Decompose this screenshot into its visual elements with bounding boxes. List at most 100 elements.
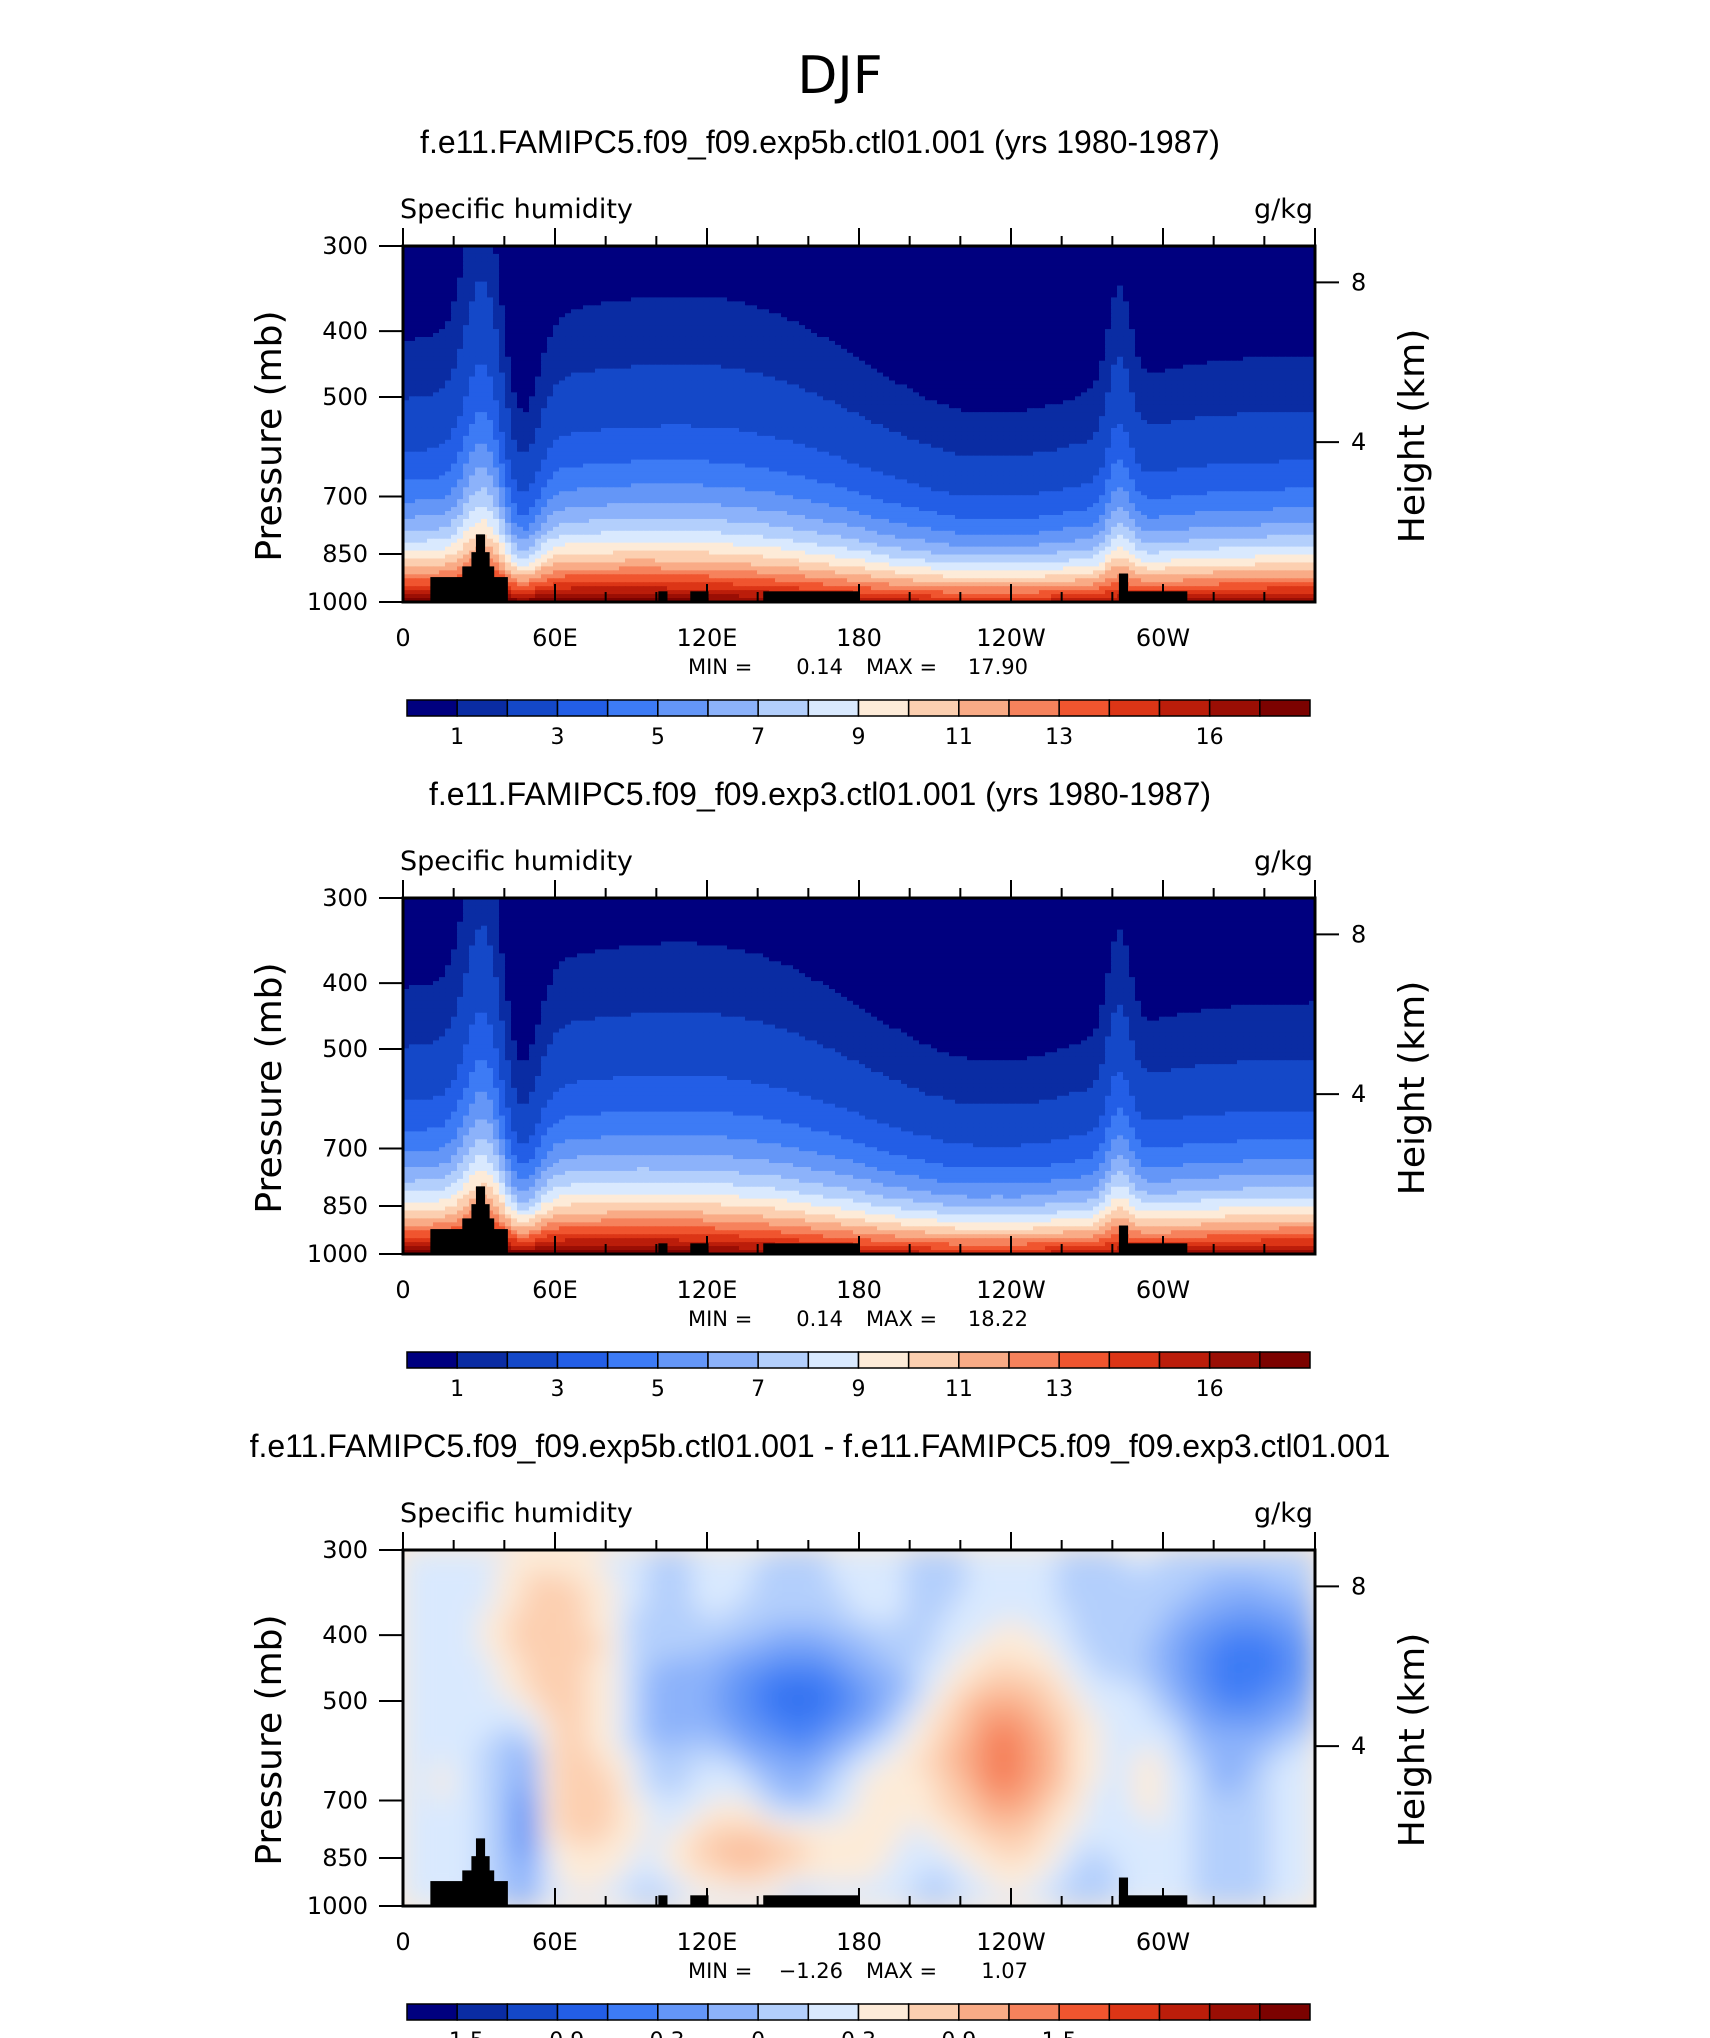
colorbar-swatch bbox=[556, 699, 609, 717]
colorbar-swatch bbox=[406, 699, 458, 717]
terrain-mask bbox=[430, 1186, 1188, 1254]
colorbar-label: 7 bbox=[751, 725, 765, 750]
colorbar-swatch bbox=[907, 1351, 960, 1369]
colorbar-swatch bbox=[1058, 2003, 1111, 2021]
y-tick-label: 1000 bbox=[307, 588, 368, 616]
max-label: MAX = bbox=[866, 655, 937, 679]
units-label: g/kg bbox=[1254, 194, 1313, 225]
y-tick-label: 300 bbox=[322, 1536, 368, 1564]
page-title: DJF bbox=[797, 46, 882, 106]
colorbar-swatch bbox=[606, 1351, 659, 1369]
y-tick-label: 400 bbox=[322, 317, 368, 345]
colorbar-swatch bbox=[1008, 1351, 1060, 1369]
colorbar-swatch bbox=[857, 2003, 910, 2021]
units-label: g/kg bbox=[1254, 846, 1313, 877]
colorbar-swatch bbox=[556, 2003, 609, 2021]
x-tick-label: 60E bbox=[532, 1276, 578, 1304]
colorbar-swatch bbox=[807, 2003, 860, 2021]
max-value: 1.07 bbox=[981, 1959, 1028, 1983]
min-max-stats: MIN = 0.14 MAX = 17.90 bbox=[688, 655, 1028, 679]
y-tick-label: 700 bbox=[322, 1135, 368, 1163]
colorbar-swatch bbox=[857, 699, 910, 717]
colorbar-swatch bbox=[506, 1351, 559, 1369]
colorbar-swatch bbox=[757, 2003, 810, 2021]
y-axis: 300 400 500 700 850 1000 Pressure (mb) bbox=[249, 1536, 403, 1920]
max-label: MAX = bbox=[866, 1959, 937, 1983]
y-tick-label: 400 bbox=[322, 969, 368, 997]
y-tick-label: 1000 bbox=[307, 1892, 368, 1920]
colorbar: 1 3 5 7 9 11 13 16 bbox=[406, 699, 1311, 750]
max-value: 18.22 bbox=[968, 1307, 1028, 1331]
colorbar-swatch bbox=[406, 1351, 458, 1369]
y-tick-label: 850 bbox=[322, 1192, 368, 1220]
colorbar-swatch bbox=[707, 699, 759, 717]
y2-axis: 8 4 Height (km) bbox=[1315, 920, 1433, 1195]
y2-tick-label: 4 bbox=[1351, 428, 1366, 456]
colorbar-swatch bbox=[1208, 699, 1261, 717]
min-label: MIN = bbox=[688, 1307, 752, 1331]
terrain-mask bbox=[430, 534, 1188, 602]
colorbar-swatch bbox=[657, 2003, 709, 2021]
colorbar-label: 3 bbox=[551, 1377, 565, 1402]
x-tick-label: 0 bbox=[395, 1928, 410, 1956]
colorbar-swatch bbox=[506, 2003, 559, 2021]
y-tick-label: 850 bbox=[322, 1844, 368, 1872]
colorbar-swatch bbox=[456, 699, 509, 717]
variable-label: Specific humidity bbox=[400, 194, 633, 225]
colorbar-label: 1 bbox=[450, 725, 464, 750]
colorbar-label: −0.9 bbox=[531, 2029, 584, 2038]
colorbar-swatch bbox=[406, 2003, 458, 2021]
terrain-mask bbox=[430, 1838, 1188, 1906]
x-tick-label: 0 bbox=[395, 1276, 410, 1304]
colorbar-swatch bbox=[1108, 1351, 1161, 1369]
colorbar-label: 3 bbox=[551, 725, 565, 750]
variable-label: Specific humidity bbox=[400, 1498, 633, 1529]
variable-label: Specific humidity bbox=[400, 846, 633, 877]
y-axis-title: Pressure (mb) bbox=[249, 1614, 290, 1865]
min-label: MIN = bbox=[688, 655, 752, 679]
y2-axis-title: Height (km) bbox=[1392, 981, 1433, 1195]
colorbar-swatch bbox=[958, 2003, 1010, 2021]
colorbar-swatch bbox=[907, 699, 960, 717]
y-tick-label: 850 bbox=[322, 540, 368, 568]
y-tick-label: 400 bbox=[322, 1621, 368, 1649]
colorbar-swatch bbox=[757, 1351, 810, 1369]
colorbar-label: 0.9 bbox=[941, 2029, 976, 2038]
colorbar-swatch bbox=[1158, 699, 1211, 717]
colorbar-swatch bbox=[1008, 2003, 1060, 2021]
x-tick-label: 60W bbox=[1136, 1276, 1190, 1304]
colorbar-swatch bbox=[1108, 699, 1161, 717]
panel-title: f.e11.FAMIPC5.f09_f09.exp5b.ctl01.001 (y… bbox=[420, 124, 1220, 160]
colorbar-swatch bbox=[757, 699, 810, 717]
colorbar-label: 5 bbox=[651, 1377, 665, 1402]
y-axis: 300 400 500 700 850 1000 Pressure (mb) bbox=[249, 232, 403, 616]
y2-axis-title: Height (km) bbox=[1392, 329, 1433, 543]
y2-tick-label: 8 bbox=[1351, 1572, 1366, 1600]
x-tick-label: 120E bbox=[677, 1276, 738, 1304]
x-axis: 0 60E 120E 180 120W 60W bbox=[395, 228, 1316, 652]
x-tick-label: 180 bbox=[836, 624, 882, 652]
x-tick-label: 120E bbox=[677, 1928, 738, 1956]
colorbar-swatch bbox=[1158, 1351, 1211, 1369]
colorbar-swatch bbox=[807, 1351, 860, 1369]
colorbar-label: 13 bbox=[1045, 1377, 1073, 1402]
colorbar-swatch bbox=[1259, 2003, 1311, 2021]
contour-field bbox=[403, 1550, 1315, 1906]
y2-tick-label: 8 bbox=[1351, 268, 1366, 296]
x-tick-label: 180 bbox=[836, 1276, 882, 1304]
colorbar-swatch bbox=[606, 2003, 659, 2021]
min-max-stats: MIN = −1.26 MAX = 1.07 bbox=[688, 1959, 1028, 1983]
colorbar-label: 16 bbox=[1196, 1377, 1224, 1402]
y-tick-label: 700 bbox=[322, 1787, 368, 1815]
colorbar-swatch bbox=[707, 2003, 759, 2021]
colorbar-label: −1.5 bbox=[430, 2029, 483, 2038]
x-tick-label: 60W bbox=[1136, 1928, 1190, 1956]
units-label: g/kg bbox=[1254, 1498, 1313, 1529]
colorbar-swatch bbox=[1058, 699, 1111, 717]
colorbar-swatch bbox=[1108, 2003, 1161, 2021]
colorbar-swatch bbox=[456, 2003, 509, 2021]
y-tick-label: 1000 bbox=[307, 1240, 368, 1268]
colorbar-label: 1.5 bbox=[1042, 2029, 1077, 2038]
panel-title: f.e11.FAMIPC5.f09_f09.exp3.ctl01.001 (yr… bbox=[429, 776, 1211, 812]
